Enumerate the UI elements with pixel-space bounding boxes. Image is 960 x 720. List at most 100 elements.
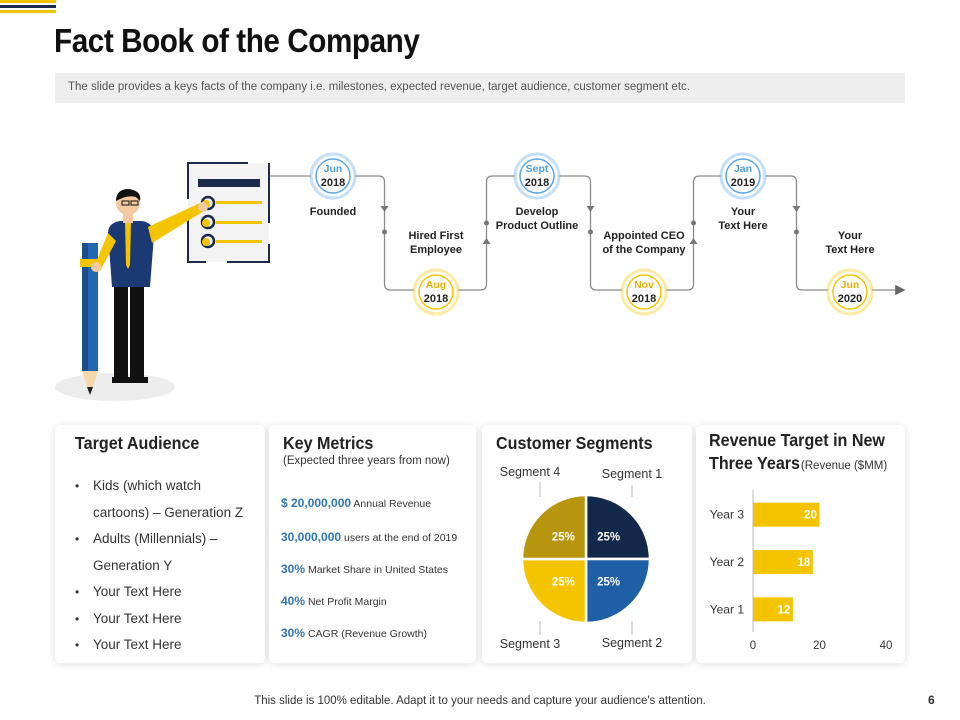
accent-bar [0,5,56,8]
segment-label: Segment 2 [602,636,663,650]
milestone-timeline: Jun 2018 Founded Aug 2018 Hired First Employee… [270,152,906,316]
category-label: Year 2 [710,555,745,569]
x-tick-label: 40 [880,640,893,652]
timeline-connector [270,175,906,296]
key-metrics-subtitle: (Expected three years from now) [283,455,450,467]
key-metrics-title: Key Metrics [283,433,374,453]
metric-label: users at the end of 2019 [343,532,458,544]
metric-row: 40% Net Profit Margin [281,594,387,608]
list-item: Adults (Millennials) – Generation Y [75,526,255,579]
bar-value-label: 20 [804,510,817,522]
milestone-year: 2018 [321,177,345,189]
timeline-path [270,175,906,296]
milestone-label: Your [838,230,863,242]
milestone-label: Develop [516,206,559,218]
milestone-month: Aug [426,279,446,291]
revenue-target-card: Revenue Target in New Three Years(Revenu… [696,425,905,663]
milestone-label: of the Company [602,244,686,256]
bar-value-label: 18 [797,557,810,569]
subtitle-banner: The slide provides a keys facts of the c… [55,73,905,103]
milestone-node: Jun 2018 Founded [309,152,357,218]
milestone-label: Founded [310,206,356,218]
milestone-year: 2018 [632,293,656,305]
customer-segments-card: Customer Segments 25% 25% 25% 25% Segment 1 S… [482,425,692,663]
connector-arrow-icon [586,206,595,212]
milestone-month: Nov [634,279,654,291]
milestone-label: Text Here [825,244,874,256]
segments-pie-chart: 25% 25% 25% 25% Segment 1 Segment 2 Segment 3 S… [500,465,663,651]
segment-label: Segment 4 [500,465,561,479]
segment-label: Segment 3 [500,637,561,651]
metric-value: 30% [281,562,306,576]
connector-arrow-icon [482,238,491,244]
milestone-node: Jun 2020 Your Text Here [825,230,875,316]
page-title: Fact Book of the Company [54,22,420,59]
accent-bar [0,10,56,13]
list-item: Your Text Here [75,606,255,633]
connector-dot [691,220,696,226]
accent-bars [0,0,56,15]
connector-arrow-icon [380,206,389,212]
metric-value: 40% [281,594,306,608]
pie-slice [520,493,588,561]
milestone-node: Aug 2018 Hired First Employee [408,230,464,316]
target-audience-list: Kids (which watch cartoons) – Generation… [75,473,255,659]
target-audience-card: Target Audience Kids (which watch cartoo… [55,425,265,663]
list-item: Your Text Here [75,579,255,606]
metric-row: 30% CAGR (Revenue Growth) [281,626,427,640]
pie-slice-label: 25% [597,531,620,543]
metric-value: 30,000,000 [281,530,342,544]
pencil-icon [80,243,100,395]
page-number: 6 [928,693,935,707]
revenue-title-years: Three Years [709,453,801,473]
milestone-inner-ring [725,158,761,194]
pie-slice [584,493,652,561]
milestone-inner-ring [519,158,555,194]
milestone-label: Your [731,206,756,218]
connector-arrow-icon [792,206,801,212]
milestone-month: Sept [526,163,549,175]
revenue-title-line1: Revenue Target in New [709,430,885,450]
category-label: Year 3 [710,508,745,522]
milestone-node: Nov 2018 Appointed CEO of the Company [602,230,686,316]
metric-row: 30,000,000 users at the end of 2019 [281,530,457,544]
metric-label: CAGR (Revenue Growth) [307,628,427,640]
category-label: Year 1 [710,602,745,616]
pie-slice-label: 25% [552,531,575,543]
revenue-bar-chart: 20 Year 3 18 Year 2 12 Year 1 0 20 40 [710,490,893,652]
footer-note: This slide is 100% editable. Adapt it to… [254,695,706,707]
pie-slice [520,557,588,625]
segment-label: Segment 1 [602,467,663,481]
milestone-node: Jan 2019 Your Text Here [718,152,768,232]
presenter-figure [91,189,208,383]
metric-label: Market Share in United States [307,564,449,576]
key-metrics-card: Key Metrics (Expected three years from n… [269,425,476,663]
milestone-year: 2018 [525,177,549,189]
revenue-bar [753,502,820,527]
revenue-bar [753,597,793,622]
milestone-node: Sept 2018 Develop Product Outline [496,152,579,232]
revenue-title-line2: Three Years(Revenue ($MM) [709,453,894,474]
milestone-label: Appointed CEO [603,230,685,242]
target-audience-title: Target Audience [75,433,200,453]
milestone-year: 2020 [838,293,862,305]
milestone-label: Product Outline [496,220,579,232]
milestone-inner-ring [626,274,662,310]
metric-label: Annual Revenue [353,498,432,510]
pie-slice-label: 25% [552,577,575,589]
revenue-bar [753,550,813,574]
milestone-inner-ring [315,158,351,194]
customer-segments-title: Customer Segments [496,433,653,453]
metric-row: $ 20,000,000 Annual Revenue [281,496,431,510]
metric-row: 30% Market Share in United States [281,562,448,576]
list-item: Your Text Here [75,632,255,659]
metric-value: 30% [281,626,306,640]
list-item: Kids (which watch cartoons) – Generation… [75,473,255,526]
bar-value-label: 12 [778,604,791,616]
connector-dot [484,220,489,226]
connector-dot [794,229,799,235]
milestone-label: Text Here [718,220,767,232]
milestone-label: Hired First [408,230,463,242]
pie-slice [584,557,652,625]
milestone-inner-ring [418,274,454,310]
